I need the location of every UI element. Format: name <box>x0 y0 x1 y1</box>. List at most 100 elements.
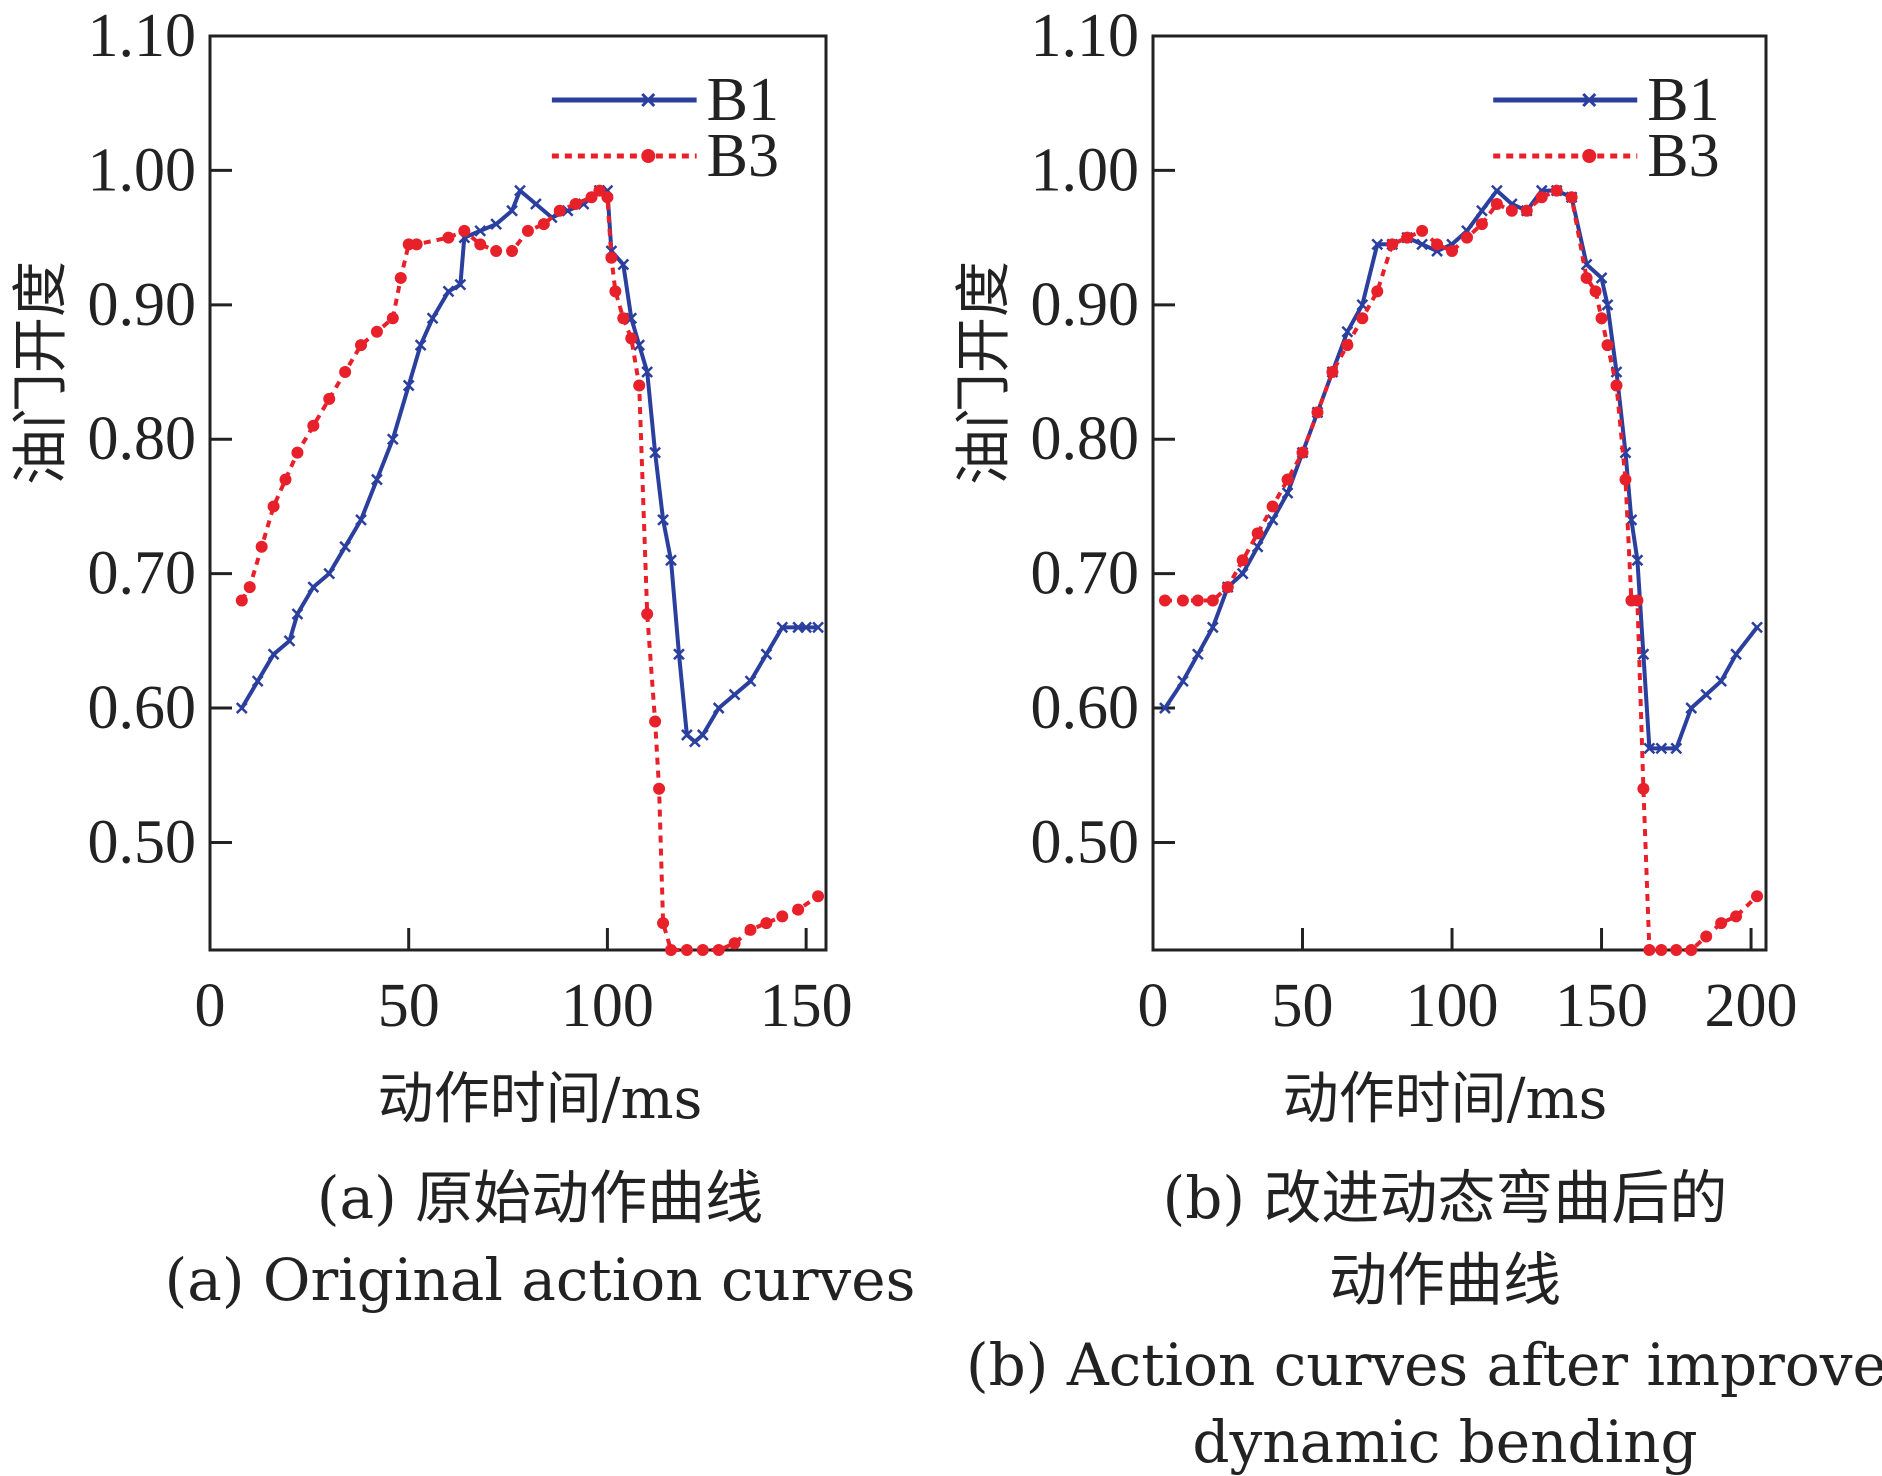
data-point-B1 <box>1266 513 1279 526</box>
marker-stroke <box>1655 742 1668 755</box>
data-point-B1 <box>339 540 352 553</box>
data-point-B1 <box>760 648 773 661</box>
data-point-B3 <box>1670 944 1683 956</box>
data-point-B3 <box>641 607 654 620</box>
marker-stroke <box>1700 688 1713 701</box>
data-point-B1 <box>1236 567 1249 580</box>
data-point-B3 <box>458 224 471 237</box>
data-point-B1 <box>728 688 741 701</box>
data-point-B3 <box>267 500 280 513</box>
y-axis-title: 油门开度 <box>9 261 74 485</box>
data-point-B3 <box>776 910 789 923</box>
data-point-B3 <box>1176 594 1189 607</box>
legend-marker <box>1582 149 1597 163</box>
x-tick-label: 100 <box>561 972 654 1040</box>
data-point-B1 <box>696 729 709 741</box>
data-point-B3 <box>1520 204 1533 217</box>
data-point-B3 <box>307 419 320 432</box>
marker-stroke <box>1610 366 1623 378</box>
data-point-B3 <box>1595 312 1608 325</box>
y-tick-label: 0.90 <box>1031 271 1140 339</box>
data-point-B3 <box>1401 231 1414 244</box>
data-point-B1 <box>251 675 264 688</box>
y-tick-label: 0.80 <box>88 405 197 473</box>
y-tick-label: 0.60 <box>88 674 197 742</box>
data-point-B1 <box>657 513 669 526</box>
data-point-B3 <box>605 251 618 264</box>
marker-stroke <box>1637 648 1650 661</box>
data-point-B1 <box>490 218 503 231</box>
marker-stroke <box>1371 238 1384 251</box>
data-point-B3 <box>394 271 407 284</box>
data-point-B3 <box>1371 285 1384 298</box>
panel-caption: (b) 改进动态弯曲后的 <box>1163 1164 1728 1232</box>
marker-stroke <box>402 379 415 392</box>
data-point-B3 <box>744 923 757 936</box>
data-point-B3 <box>1610 379 1623 392</box>
data-point-B1 <box>1631 554 1644 567</box>
y-tick-label: 0.50 <box>88 808 197 876</box>
data-point-B3 <box>1266 500 1279 513</box>
marker-stroke <box>1266 513 1279 526</box>
series-line-B3 <box>1165 188 1759 952</box>
data-point-B1 <box>812 621 824 634</box>
data-point-B3 <box>1158 594 1171 607</box>
data-point-B3 <box>1685 944 1698 956</box>
marker-stroke <box>641 366 654 378</box>
data-point-B3 <box>633 379 646 392</box>
data-point-B1 <box>307 581 320 593</box>
marker-stroke <box>442 285 455 298</box>
marker-stroke <box>1730 648 1742 661</box>
marker-stroke <box>728 688 741 701</box>
data-point-B3 <box>1326 366 1339 379</box>
legend-label-B1: B1 <box>707 66 779 134</box>
marker-stroke <box>1341 325 1354 338</box>
data-point-B3 <box>1715 917 1728 930</box>
data-point-B1 <box>712 702 725 714</box>
legend-label-B3: B3 <box>707 122 779 190</box>
data-point-B3 <box>653 782 666 795</box>
data-point-B1 <box>426 312 439 325</box>
data-point-B3 <box>1431 238 1444 251</box>
data-point-B1 <box>1177 675 1189 688</box>
data-point-B3 <box>1311 406 1324 419</box>
data-point-B3 <box>1416 224 1429 237</box>
data-point-B3 <box>1655 944 1668 956</box>
data-point-B3 <box>601 191 614 204</box>
legend-marker <box>1582 92 1597 108</box>
data-point-B1 <box>1416 238 1429 251</box>
marker-stroke <box>1580 258 1593 271</box>
marker-stroke <box>673 648 685 661</box>
data-point-B3 <box>386 312 399 325</box>
data-point-B1 <box>1206 621 1219 634</box>
data-point-B1 <box>355 513 367 526</box>
series-line-B1 <box>1163 188 1759 751</box>
data-point-B3 <box>1475 218 1488 231</box>
marker-stroke <box>1601 298 1614 311</box>
data-point-B3 <box>442 231 455 244</box>
marker-stroke <box>529 198 542 210</box>
data-point-B3 <box>1221 581 1234 594</box>
data-point-B1 <box>1341 325 1354 338</box>
data-point-B3 <box>609 285 622 298</box>
legend-label-B3: B3 <box>1647 122 1719 190</box>
data-point-B3 <box>1206 594 1219 607</box>
data-point-B1 <box>1685 702 1698 714</box>
marker-stroke <box>1670 742 1683 755</box>
data-point-B1 <box>1655 742 1668 755</box>
data-point-B3 <box>291 446 304 459</box>
data-point-B1 <box>323 567 336 580</box>
chart-panel-b: 0.50 0.60 0.70 0.80 0.90 1.00 1.10 0 50 100 150 200… <box>952 2 1882 1476</box>
marker-stroke <box>1595 272 1608 284</box>
data-point-B1 <box>1476 204 1488 217</box>
data-point-B1 <box>1643 742 1656 755</box>
y-tick-label: 0.70 <box>88 540 197 608</box>
data-point-B3 <box>1550 184 1563 197</box>
marker-stroke <box>681 729 693 741</box>
marker-stroke <box>235 702 248 714</box>
data-point-B1 <box>291 608 304 620</box>
data-point-B1 <box>267 648 280 661</box>
marker-stroke <box>744 675 757 688</box>
data-point-B3 <box>1565 191 1578 204</box>
